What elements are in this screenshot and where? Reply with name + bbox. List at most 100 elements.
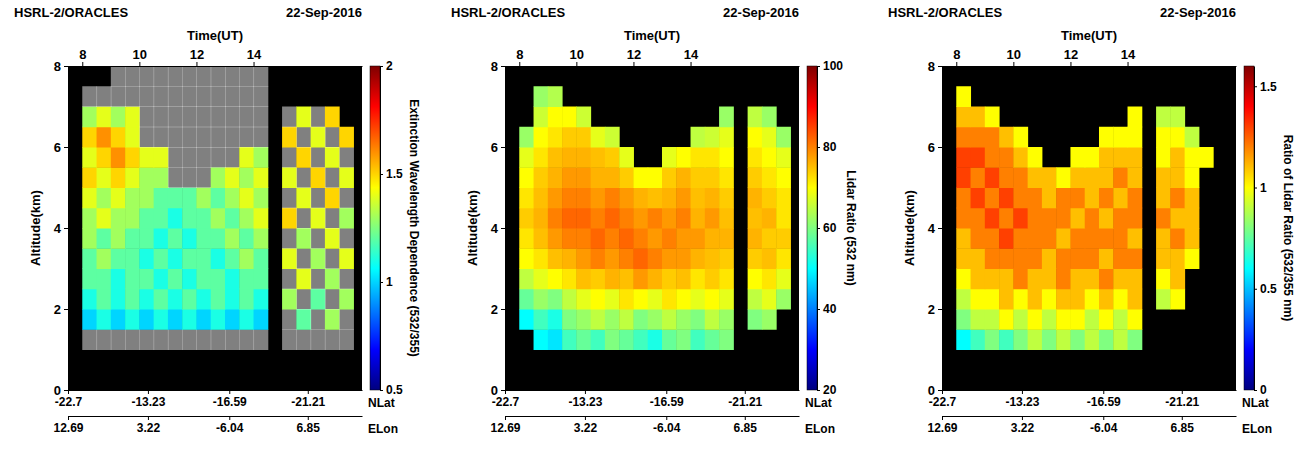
y-axis-tick: 6: [491, 140, 505, 155]
y-axis-tick-mark: [501, 66, 505, 67]
colorbar-axis-tick-label: 20: [823, 383, 837, 397]
cell: [97, 188, 112, 209]
x-axis-tick-mark: [196, 62, 197, 66]
cell: [534, 86, 549, 107]
cell: [1128, 329, 1143, 350]
cell: [196, 66, 211, 87]
colorbar-axis-tick-label: 40: [823, 302, 837, 316]
cell: [548, 269, 563, 290]
colorbar-axis-tick-mark: [1254, 289, 1257, 290]
cell: [1156, 228, 1171, 249]
cell: [1070, 167, 1085, 188]
cell: [225, 289, 240, 310]
cell: [971, 309, 986, 330]
colorbar-axis-tick: 0: [1254, 383, 1267, 397]
lon-axis-tick-label: 12.69: [53, 421, 83, 435]
cell: [139, 269, 154, 290]
cell: [1185, 228, 1200, 249]
cell: [168, 147, 183, 168]
y-axis-tick-label: 4: [491, 221, 499, 236]
cell: [182, 86, 197, 107]
cell: [1099, 228, 1114, 249]
cell: [1156, 188, 1171, 209]
colorbar-title: Ratio of Lidar Ratio (532/355 nm): [1281, 135, 1295, 322]
cell: [225, 188, 240, 209]
lat-axis-title: NLat: [368, 396, 395, 410]
cell: [325, 289, 340, 310]
cell: [139, 289, 154, 310]
colorbar-axis-tick-mark: [1254, 86, 1257, 87]
cell: [182, 248, 197, 269]
cell: [111, 228, 126, 249]
x-axis-tick-mark: [691, 62, 692, 66]
cell: [139, 309, 154, 330]
cell: [719, 107, 734, 128]
cell: [254, 208, 269, 229]
cell: [605, 188, 620, 209]
cell: [762, 147, 777, 168]
cell: [648, 309, 663, 330]
cell: [125, 309, 140, 330]
colorbar-axis-tick: 1: [1254, 181, 1267, 195]
lat-axis-tick-mark: [1022, 390, 1023, 394]
cell: [1128, 147, 1143, 168]
cell: [196, 167, 211, 188]
cell: [985, 167, 1000, 188]
lon-axis-tick-label: 3.22: [1011, 421, 1035, 435]
colorbar-axis-tick-mark: [817, 390, 820, 391]
cell: [239, 147, 254, 168]
cell: [591, 127, 606, 148]
cell: [605, 309, 620, 330]
cell: [139, 248, 154, 269]
cell: [776, 289, 791, 310]
lon-axis-tick-mark: [1182, 416, 1183, 420]
cell: [691, 248, 706, 269]
cell: [1056, 248, 1071, 269]
cell: [182, 66, 197, 87]
x-axis-tick-label: 12: [627, 47, 641, 62]
cell: [1042, 208, 1057, 229]
cell: [1113, 167, 1128, 188]
cell: [154, 208, 169, 229]
cell: [282, 208, 297, 229]
cell: [1013, 309, 1028, 330]
cell: [1028, 147, 1043, 168]
cell: [576, 147, 591, 168]
cell: [519, 248, 534, 269]
cell: [1013, 289, 1028, 310]
cell: [225, 66, 240, 87]
cell: [254, 188, 269, 209]
cell: [1013, 329, 1028, 350]
y-axis: 02468: [54, 59, 69, 398]
cell: [139, 66, 154, 87]
cell: [154, 269, 169, 290]
cell: [125, 269, 140, 290]
cell: [254, 309, 269, 330]
cell: [168, 289, 183, 310]
cell: [211, 107, 226, 128]
cell: [1099, 127, 1114, 148]
cell: [1128, 248, 1143, 269]
cell: [971, 269, 986, 290]
cell: [662, 167, 677, 188]
x-axis-tick-mark: [1128, 62, 1129, 66]
y-axis-tick-label: 2: [928, 302, 935, 317]
cell: [1056, 309, 1071, 330]
lat-axis-tick-mark: [148, 390, 149, 394]
lon-axis-tick-label: 6.85: [297, 421, 321, 435]
cell: [125, 248, 140, 269]
lat-axis-tick: -21.21: [1165, 390, 1199, 409]
y-axis-tick: 6: [54, 140, 68, 155]
x-axis-tick: 10: [570, 47, 584, 66]
cell: [239, 269, 254, 290]
cell: [662, 248, 677, 269]
cell: [1028, 208, 1043, 229]
cell: [605, 248, 620, 269]
cell: [705, 329, 720, 350]
cell: [762, 107, 777, 128]
cell: [225, 248, 240, 269]
cell: [211, 86, 226, 107]
cell: [139, 86, 154, 107]
cell: [534, 147, 549, 168]
lon-axis-tick-mark: [585, 416, 586, 420]
